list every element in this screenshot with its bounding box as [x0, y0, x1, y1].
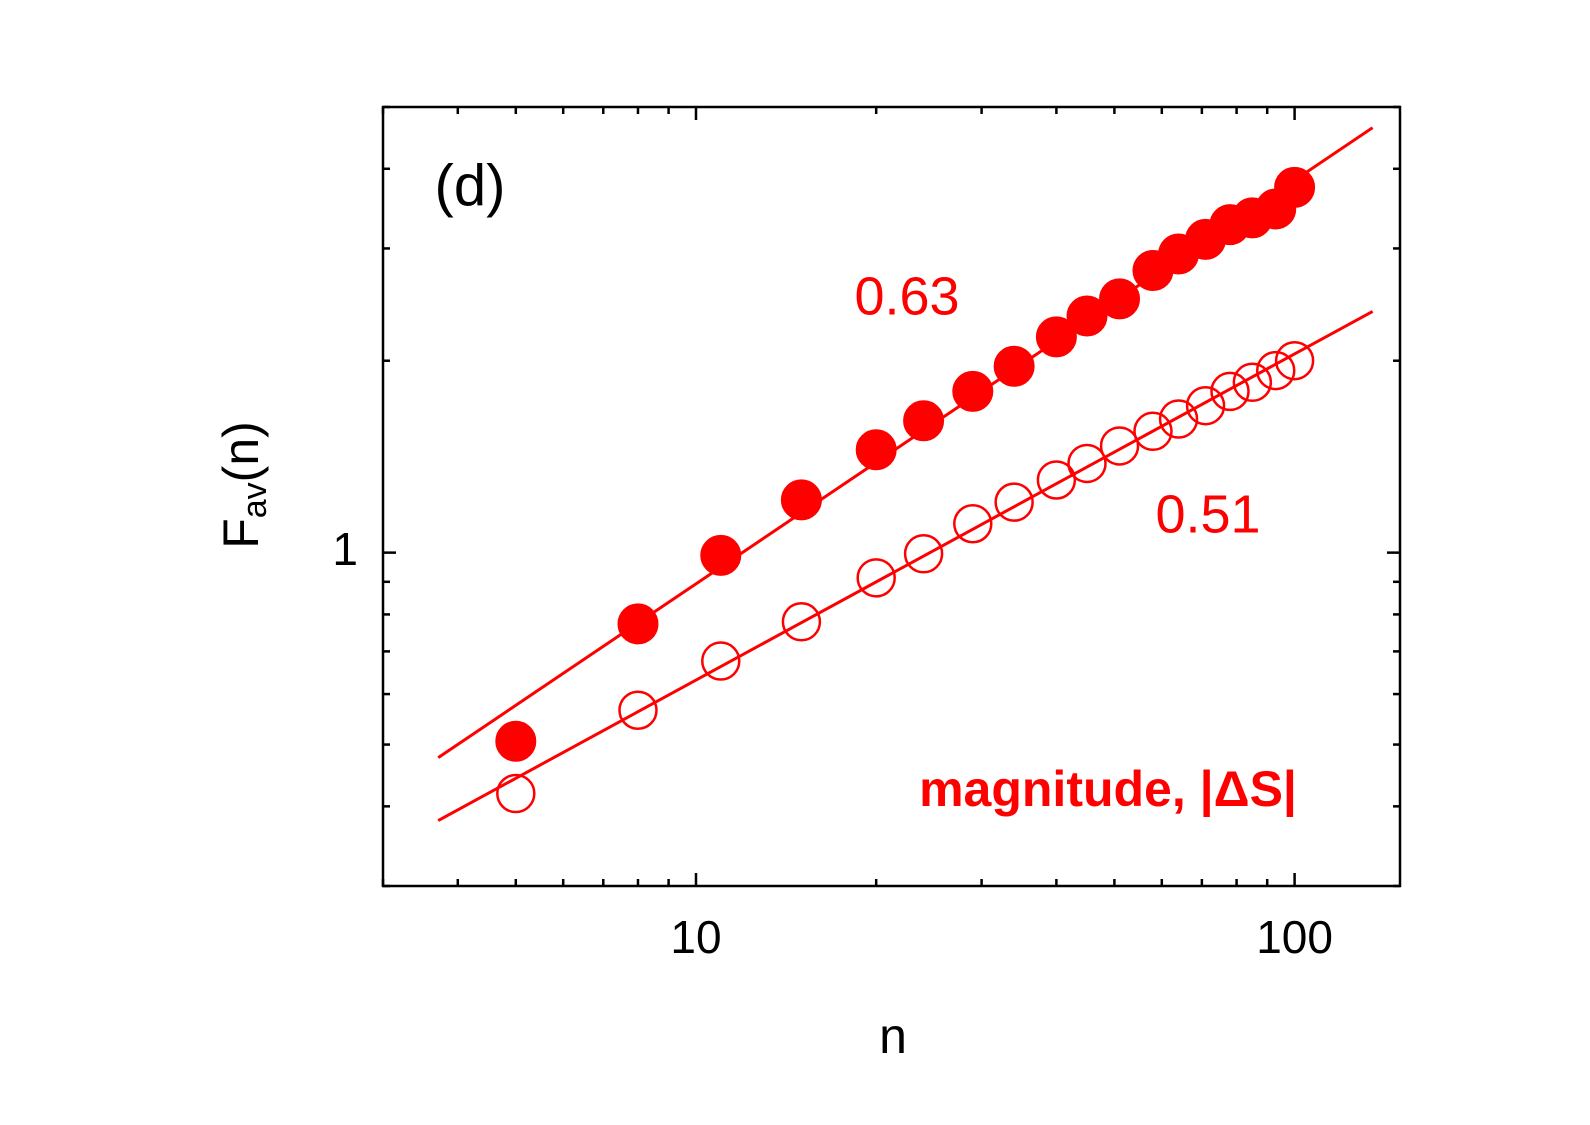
filled-marker [700, 534, 742, 576]
annotation: (d) [435, 153, 506, 218]
open-marker [1185, 385, 1226, 426]
open-marker [994, 482, 1034, 522]
fit-line [437, 310, 1374, 822]
annotation: magnitude, |ΔS| [919, 761, 1297, 818]
open-marker [953, 503, 993, 544]
filled-marker [952, 370, 994, 412]
open-marker [618, 690, 658, 730]
open-marker [1158, 399, 1199, 439]
open-marker [903, 533, 944, 574]
open-marker [1232, 362, 1273, 403]
y-tick-label: 1 [332, 523, 358, 575]
open-marker [1067, 443, 1107, 484]
open-marker [1274, 340, 1315, 381]
y-label-main: F [213, 518, 269, 549]
filled-marker [903, 400, 945, 442]
x-tick-label: 100 [1256, 911, 1333, 963]
open-marker [856, 558, 896, 598]
y-axis-label: Fav(n) [213, 421, 274, 549]
x-axis-label: n [879, 1008, 907, 1064]
open-marker [496, 773, 536, 814]
filled-marker [495, 720, 537, 762]
filled-marker [1274, 166, 1316, 208]
open-marker [1133, 411, 1173, 452]
plot-frame [381, 105, 1402, 888]
open-marker [701, 641, 741, 681]
y-label-tail: (n) [213, 421, 269, 482]
y-label-sub: av [236, 482, 274, 518]
open-marker [1210, 371, 1250, 412]
x-tick-label: 10 [670, 911, 721, 963]
annotation: 0.63 [854, 266, 959, 326]
open-marker [781, 602, 822, 642]
fit-line [437, 126, 1374, 759]
open-marker [1255, 350, 1296, 391]
annotation: 0.51 [1155, 484, 1260, 544]
open-marker [1036, 460, 1077, 500]
open-marker [1099, 426, 1140, 466]
